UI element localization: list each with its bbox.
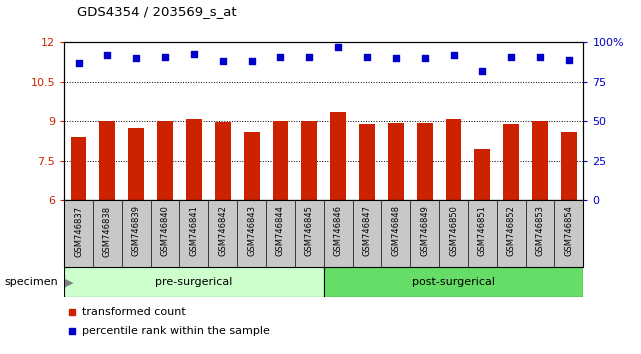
Text: GSM746848: GSM746848: [391, 205, 401, 256]
Text: specimen: specimen: [4, 277, 58, 287]
Bar: [186, 119, 202, 200]
Bar: [532, 121, 548, 200]
Bar: [128, 128, 144, 200]
Text: GSM746838: GSM746838: [103, 205, 112, 257]
Point: [506, 54, 517, 59]
Point: [131, 55, 142, 61]
Bar: [157, 121, 173, 200]
Point: [564, 57, 574, 63]
Point: [103, 52, 113, 58]
Point: [333, 44, 344, 50]
Text: GSM746852: GSM746852: [506, 205, 516, 256]
Bar: [474, 149, 490, 200]
Text: GSM746850: GSM746850: [449, 205, 458, 256]
Text: percentile rank within the sample: percentile rank within the sample: [82, 326, 270, 336]
Bar: [503, 124, 519, 200]
Text: pre-surgerical: pre-surgerical: [155, 277, 233, 287]
Point: [218, 58, 228, 64]
Point: [74, 60, 83, 66]
Point: [304, 54, 315, 59]
Bar: [64, 267, 324, 297]
Text: post-surgerical: post-surgerical: [412, 277, 495, 287]
Text: GSM746840: GSM746840: [160, 205, 170, 256]
Bar: [71, 137, 87, 200]
Text: GSM746837: GSM746837: [74, 205, 83, 257]
Point: [188, 51, 199, 56]
Bar: [445, 119, 462, 200]
Text: GSM746842: GSM746842: [218, 205, 228, 256]
Bar: [324, 267, 583, 297]
Bar: [301, 121, 317, 200]
Bar: [330, 112, 346, 200]
Point: [391, 55, 401, 61]
Bar: [272, 121, 288, 200]
Text: GSM746845: GSM746845: [304, 205, 314, 256]
Text: GSM746847: GSM746847: [362, 205, 372, 256]
Point: [362, 54, 372, 59]
Point: [535, 54, 545, 59]
Bar: [359, 124, 375, 200]
Point: [449, 52, 459, 58]
Point: [160, 54, 171, 59]
Text: GSM746839: GSM746839: [131, 205, 141, 256]
Text: GSM746849: GSM746849: [420, 205, 429, 256]
Text: GDS4354 / 203569_s_at: GDS4354 / 203569_s_at: [77, 5, 237, 18]
Text: GSM746844: GSM746844: [276, 205, 285, 256]
Bar: [417, 122, 433, 200]
Bar: [244, 132, 260, 200]
Bar: [215, 122, 231, 200]
Text: GSM746843: GSM746843: [247, 205, 256, 256]
Text: GSM746851: GSM746851: [478, 205, 487, 256]
Point: [276, 54, 286, 59]
Bar: [388, 122, 404, 200]
Text: GSM746841: GSM746841: [189, 205, 199, 256]
Point: [420, 55, 430, 61]
Bar: [561, 132, 577, 200]
Point: [246, 58, 256, 64]
Bar: [99, 121, 115, 200]
Text: transformed count: transformed count: [82, 307, 186, 317]
Text: ▶: ▶: [65, 277, 74, 287]
Text: GSM746854: GSM746854: [564, 205, 574, 256]
Text: GSM746846: GSM746846: [333, 205, 343, 256]
Text: GSM746853: GSM746853: [535, 205, 545, 256]
Point: [477, 68, 487, 74]
